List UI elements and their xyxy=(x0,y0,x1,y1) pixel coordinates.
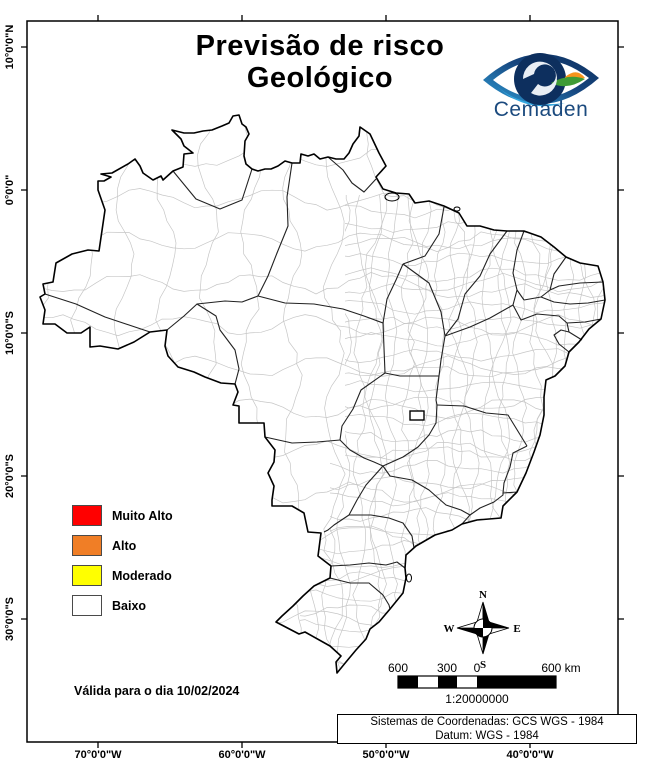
state-boundaries xyxy=(44,156,606,610)
cemaden-logo-text: Cemaden xyxy=(493,98,589,121)
legend-item-muito-alto: Muito Alto xyxy=(72,505,173,526)
lat-label-30s: 30°0'0"S xyxy=(4,596,16,642)
logo-c-glyph xyxy=(522,61,557,96)
country-outline xyxy=(39,114,606,674)
page-title: Previsão de risco Geológico xyxy=(120,30,520,95)
compass-north-label: N xyxy=(479,589,487,601)
coastal-island xyxy=(406,573,412,583)
distrito-federal-outline xyxy=(409,410,425,421)
lon-label-70w: 70°0'0"W xyxy=(74,749,122,761)
lat-label-0: 0°0'0" xyxy=(4,174,16,206)
scale-bar xyxy=(397,675,557,689)
legend-item-baixo: Baixo xyxy=(72,595,173,616)
coordinate-system-line: Sistemas de Coordenadas: GCS WGS - 1984 xyxy=(370,715,604,728)
compass-west-label: W xyxy=(444,623,455,635)
title-line-2: Geológico xyxy=(246,62,394,95)
legend-swatch-moderado xyxy=(72,565,102,586)
lat-label-10n: 10°0'0"N xyxy=(4,24,16,70)
compass-south-label: S xyxy=(480,659,486,671)
north-arrow-icon: N S W E xyxy=(444,589,521,671)
coastal-island xyxy=(453,206,461,212)
title-line-1: Previsão de risco xyxy=(195,30,445,62)
legend: Muito Alto Alto Moderado Baixo xyxy=(72,505,173,625)
scale-ratio: 1:20000000 xyxy=(445,692,509,706)
marajo-island xyxy=(384,192,400,202)
compass-east-label: E xyxy=(513,623,520,635)
scale-label-0: 0 xyxy=(473,661,481,675)
cemaden-logo-icon xyxy=(483,53,599,107)
scale-label-600-left: 600 xyxy=(387,661,409,675)
legend-swatch-muito-alto xyxy=(72,505,102,526)
graticule-ticks xyxy=(21,15,624,748)
coordinate-system-box: Sistemas de Coordenadas: GCS WGS - 1984 … xyxy=(337,714,637,744)
datum-line: Datum: WGS - 1984 xyxy=(435,730,539,742)
map-frame xyxy=(21,15,624,748)
lon-label-60w: 60°0'0"W xyxy=(218,749,266,761)
legend-label-baixo: Baixo xyxy=(112,598,147,613)
lat-label-10s: 10°0'0"S xyxy=(4,310,16,356)
legend-item-alto: Alto xyxy=(72,535,173,556)
legend-swatch-baixo xyxy=(72,595,102,616)
legend-swatch-alto xyxy=(72,535,102,556)
lat-label-20s: 20°0'0"S xyxy=(4,453,16,499)
legend-item-moderado: Moderado xyxy=(72,565,173,586)
lon-label-50w: 50°0'0"W xyxy=(362,749,410,761)
scale-label-600km: 600 km xyxy=(541,661,581,675)
legend-label-muito-alto: Muito Alto xyxy=(112,508,173,523)
logo-green-swoosh xyxy=(551,76,585,87)
legend-label-alto: Alto xyxy=(112,538,137,553)
scale-label-300: 300 xyxy=(436,661,458,675)
legend-label-moderado: Moderado xyxy=(112,568,172,583)
validity-date: Válida para o dia 10/02/2024 xyxy=(74,684,240,698)
lon-label-40w: 40°0'0"W xyxy=(506,749,554,761)
